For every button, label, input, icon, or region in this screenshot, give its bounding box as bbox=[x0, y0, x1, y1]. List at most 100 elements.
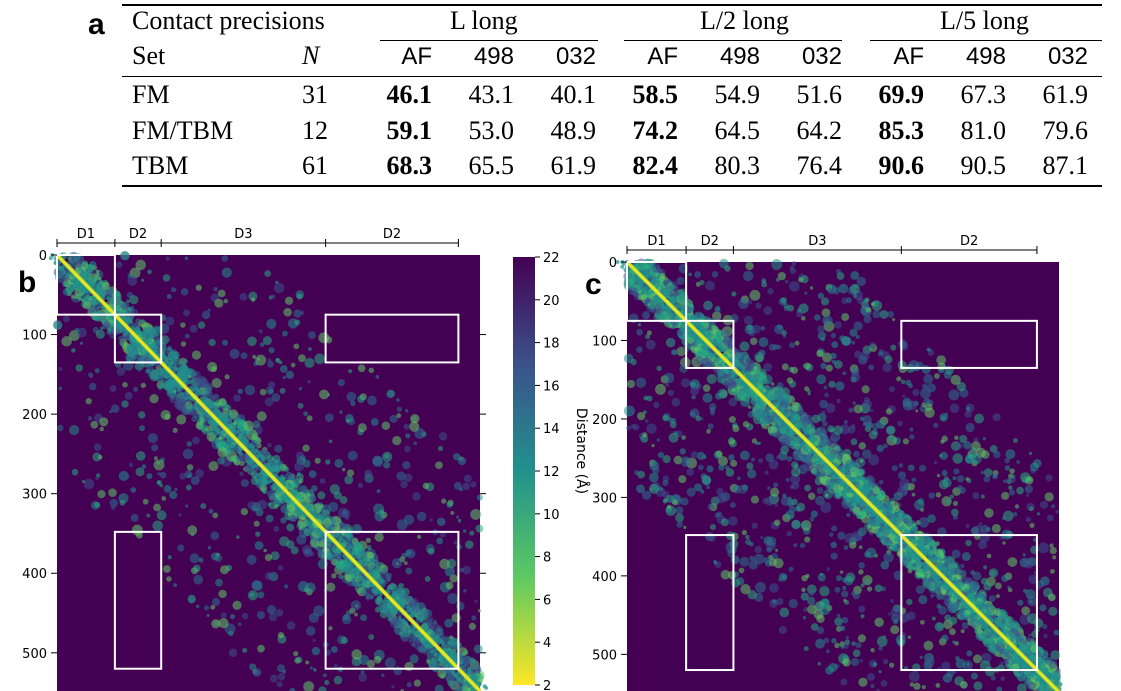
panel-c-letter: c bbox=[585, 268, 602, 301]
table-cell: 87.1 bbox=[1042, 151, 1089, 180]
table-caption: Contact precisions bbox=[132, 6, 325, 35]
domain-box bbox=[324, 530, 460, 670]
y-tick-label: 400 bbox=[592, 570, 617, 585]
group-header-l5: L/5 long bbox=[940, 6, 1029, 35]
group-header-l2: L/2 long bbox=[700, 6, 789, 35]
table-cell: 65.5 bbox=[468, 151, 515, 180]
domain-box bbox=[685, 319, 735, 369]
y-tick-label: 200 bbox=[592, 413, 617, 428]
domain-label: D2 bbox=[960, 234, 978, 249]
colorbar-gradient bbox=[513, 257, 535, 685]
distance-colorbar: 2 4 6 8 10 12 14 16 18 20 22 Distance (Å) bbox=[513, 251, 590, 691]
table-cell: 85.3 bbox=[878, 116, 925, 145]
domain-box bbox=[324, 313, 460, 364]
table-cell: 59.1 bbox=[386, 116, 433, 145]
y-tick-label: 0 bbox=[39, 249, 47, 264]
table-row-n: 12 bbox=[302, 116, 328, 145]
subcolumn-header: AF bbox=[893, 43, 924, 70]
table-cell: 80.3 bbox=[714, 151, 761, 180]
colorbar-tick-label: 22 bbox=[543, 251, 560, 266]
colorbar-tick-label: 20 bbox=[543, 294, 560, 309]
colorbar-tick-label: 8 bbox=[543, 551, 551, 566]
table-cell: 79.6 bbox=[1042, 116, 1089, 145]
colorbar-tick-label: 6 bbox=[543, 593, 551, 608]
subcolumn-header: AF bbox=[647, 43, 678, 70]
group-underline-l5 bbox=[870, 40, 1102, 41]
domain-label: D1 bbox=[77, 227, 95, 242]
contact-texture bbox=[48, 250, 489, 691]
domain-box bbox=[113, 313, 163, 364]
y-tick-label: 100 bbox=[22, 329, 47, 344]
panel-b-letter: b bbox=[18, 266, 37, 299]
domain-box bbox=[900, 534, 1038, 672]
table-bottom-rule bbox=[122, 185, 1102, 187]
colorbar-tick-label: 4 bbox=[543, 636, 551, 651]
colorbar-tick-label: 18 bbox=[543, 337, 560, 352]
domain-box bbox=[900, 319, 1038, 369]
domain-box bbox=[685, 534, 735, 672]
panel-a-letter: a bbox=[88, 8, 105, 41]
table-cell: 46.1 bbox=[386, 80, 433, 109]
table-cell: 58.5 bbox=[632, 80, 679, 109]
table-cell: 90.6 bbox=[878, 151, 925, 180]
y-tick-label: 500 bbox=[592, 648, 617, 663]
y-tick-label: 400 bbox=[22, 567, 47, 582]
table-row-set: FM/TBM bbox=[132, 116, 234, 145]
table-cell: 81.0 bbox=[960, 116, 1007, 145]
domain-box bbox=[626, 261, 688, 322]
table-row-n: 31 bbox=[302, 80, 328, 109]
table-cell: 48.9 bbox=[550, 116, 597, 145]
distance-map-b: 0 100 200 300 400 500 D1 D2 D3 D2 bbox=[22, 227, 489, 691]
domain-label: D2 bbox=[701, 234, 719, 249]
colorbar-tick-label: 10 bbox=[543, 508, 560, 523]
subcolumn-header: 498 bbox=[719, 43, 760, 70]
table-cell: 67.3 bbox=[960, 80, 1007, 109]
y-tick-label: 200 bbox=[22, 408, 47, 423]
colorbar-tick-label: 12 bbox=[543, 465, 560, 480]
table-cell: 69.9 bbox=[878, 80, 925, 109]
domain-label: D1 bbox=[647, 234, 665, 249]
domain-label: D3 bbox=[234, 227, 252, 242]
table-cell: 68.3 bbox=[386, 151, 433, 180]
y-tick-label: 300 bbox=[22, 488, 47, 503]
y-tick-label: 0 bbox=[609, 256, 617, 271]
y-tick-label: 100 bbox=[592, 334, 617, 349]
domain-label: D3 bbox=[808, 234, 826, 249]
group-header-l: L long bbox=[450, 6, 518, 35]
table-row-n: 61 bbox=[302, 151, 328, 180]
group-underline-l bbox=[380, 40, 598, 41]
contact-texture bbox=[615, 258, 1065, 691]
contact-precision-table: Contact precisions L long L/2 long L/5 l… bbox=[112, 0, 1102, 190]
table-top-rule bbox=[122, 4, 1102, 6]
table-cell: 82.4 bbox=[632, 151, 679, 180]
table-cell: 54.9 bbox=[714, 80, 761, 109]
subcolumn-header: AF bbox=[401, 43, 432, 70]
colorbar-label: Distance (Å) bbox=[573, 408, 590, 494]
subcolumn-header: 032 bbox=[555, 43, 596, 70]
table-cell: 51.6 bbox=[796, 80, 843, 109]
distance-map-c: 0 100 200 300 400 500 D1 D2 D3 D2 bbox=[592, 234, 1065, 691]
n-header: N bbox=[302, 41, 320, 70]
colorbar-tick-label: 16 bbox=[543, 379, 560, 394]
table-cell: 61.9 bbox=[1042, 80, 1089, 109]
table-cell: 61.9 bbox=[550, 151, 597, 180]
table-row-set: FM bbox=[132, 80, 170, 109]
subcolumn-header: 032 bbox=[1047, 43, 1088, 70]
colorbar-tick-label: 2 bbox=[543, 679, 551, 691]
table-cell: 40.1 bbox=[550, 80, 597, 109]
domain-label: D2 bbox=[383, 227, 401, 242]
table-cell: 90.5 bbox=[960, 151, 1007, 180]
y-tick-label: 500 bbox=[22, 647, 47, 662]
subcolumn-header: 032 bbox=[801, 43, 842, 70]
table-mid-rule bbox=[122, 76, 1102, 77]
colorbar-tick-label: 14 bbox=[543, 422, 560, 437]
table-cell: 53.0 bbox=[468, 116, 515, 145]
set-header: Set bbox=[132, 41, 166, 70]
table-row-set: TBM bbox=[132, 151, 189, 180]
subcolumn-header: 498 bbox=[473, 43, 514, 70]
domain-box bbox=[113, 530, 163, 670]
domain-box bbox=[56, 254, 116, 316]
table-cell: 76.4 bbox=[796, 151, 843, 180]
subcolumn-header: 498 bbox=[965, 43, 1006, 70]
table-cell: 64.2 bbox=[796, 116, 843, 145]
